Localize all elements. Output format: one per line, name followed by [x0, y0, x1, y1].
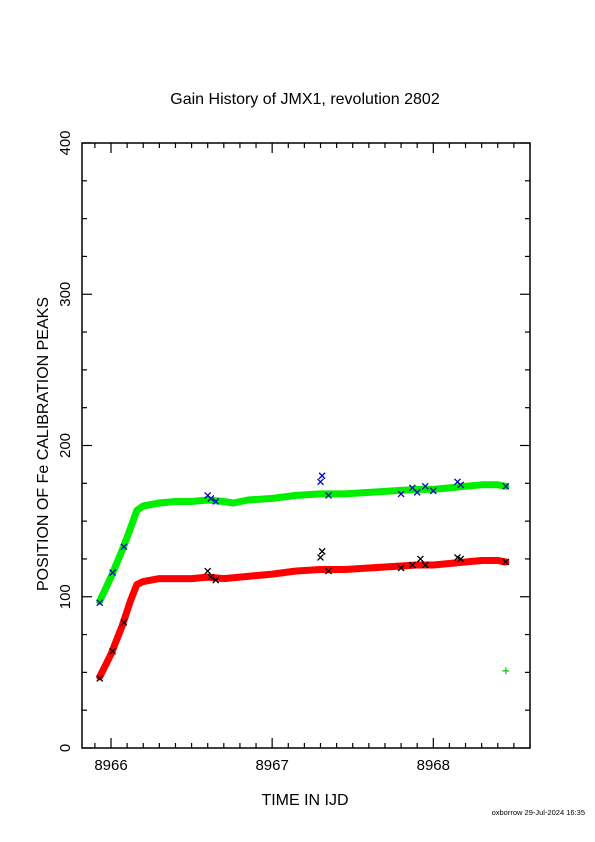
series-2-point — [318, 472, 326, 480]
series-2-point — [317, 478, 324, 486]
series-3-point — [416, 555, 424, 563]
series-2-point — [96, 599, 104, 607]
series-3-point — [421, 561, 429, 569]
series-3-point — [204, 567, 212, 575]
y-tick-label: 400 — [57, 130, 74, 155]
series-2-point — [212, 498, 220, 505]
x-tick-label: 8967 — [255, 757, 288, 774]
axis-ticks — [82, 142, 531, 749]
series-2-point — [502, 482, 510, 490]
chart-title: Gain History of JMX1, revolution 2802 — [170, 91, 440, 108]
series-2-point — [429, 487, 437, 495]
x-tick-label: 8968 — [417, 757, 450, 774]
series-3-point — [212, 576, 220, 584]
series-0-line — [96, 481, 510, 605]
series-2-point — [397, 490, 405, 498]
data-marks — [96, 472, 510, 682]
y-tick-label: 0 — [57, 744, 74, 752]
series-1-line — [96, 557, 510, 681]
series-2-point — [120, 543, 128, 551]
plot-frame — [81, 142, 531, 749]
series-3-point — [96, 674, 104, 682]
series-2-point — [325, 491, 333, 499]
series-3-point — [318, 547, 326, 555]
x-tick-label: 8966 — [94, 757, 127, 774]
x-axis-label: TIME IN IJD — [261, 792, 348, 809]
series-3-point — [457, 555, 465, 563]
series-3-point — [397, 564, 405, 572]
series-3-point — [207, 573, 215, 581]
series-3-point — [408, 561, 416, 569]
y-axis-label: POSITION OF Fe CALIBRATION PEAKS — [35, 297, 52, 591]
series-2-point — [413, 488, 421, 496]
y-tick-label: 200 — [57, 433, 74, 458]
series-3-point — [502, 558, 510, 566]
series-3-point — [317, 553, 324, 561]
y-tick-label: 100 — [57, 584, 74, 609]
series-3-point — [120, 619, 128, 626]
series-2-point — [109, 569, 117, 577]
series-2-point — [457, 481, 465, 489]
series-3-point — [109, 647, 117, 655]
footer-credit: oxborrow 29-Jul-2024 16:35 — [491, 808, 585, 817]
series-3-point — [325, 567, 333, 575]
series-2-point — [421, 482, 429, 490]
y-tick-label: 300 — [57, 282, 74, 307]
axis-tick-labels: 0 100 200 300 400 8966 8967 8968 — [57, 130, 450, 774]
series-4-point — [502, 667, 510, 675]
series-2-point — [207, 494, 215, 502]
